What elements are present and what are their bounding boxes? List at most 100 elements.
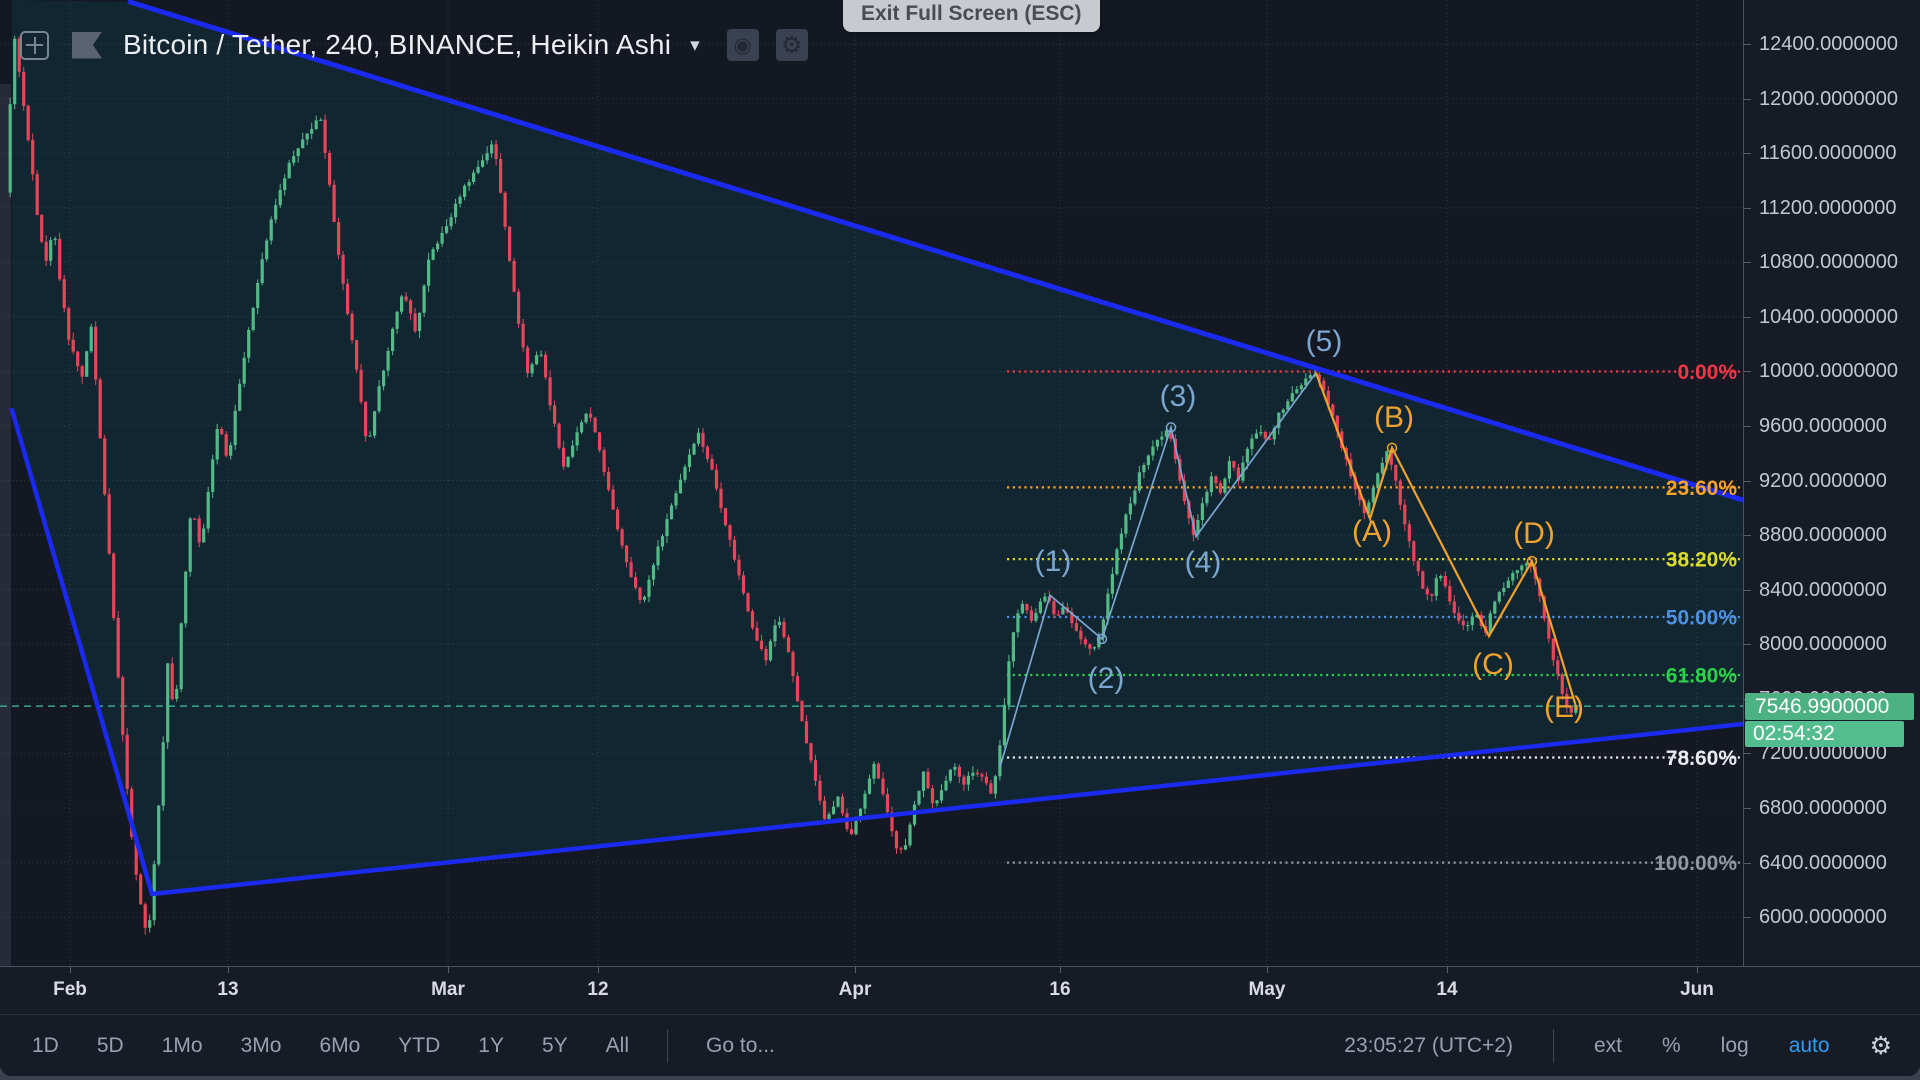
hide-indicator-eye-button[interactable]: ◉ bbox=[726, 29, 759, 61]
time-tick-label: Mar bbox=[431, 979, 465, 1000]
price-tick-label: 10800.0000000 bbox=[1759, 251, 1899, 273]
time-tickmark bbox=[70, 967, 71, 973]
svg-text:23.60%: 23.60% bbox=[1666, 477, 1738, 500]
svg-text:38.20%: 38.20% bbox=[1666, 549, 1738, 572]
time-tick-label: May bbox=[1248, 979, 1286, 1000]
ext-scale-toggle[interactable]: ext bbox=[1593, 1034, 1622, 1057]
price-tickmark bbox=[1744, 535, 1751, 536]
elliott-impulse-wave[interactable]: (1) (2) (3) (4) (5) bbox=[999, 325, 1343, 768]
time-tickmark bbox=[1447, 967, 1448, 973]
price-tickmark bbox=[1744, 753, 1751, 754]
price-tick-label: 7200.0000000 bbox=[1759, 742, 1887, 764]
price-tickmark bbox=[1744, 317, 1751, 318]
time-tick-label: 14 bbox=[1436, 979, 1458, 1000]
price-tick-label: 9600.0000000 bbox=[1759, 415, 1887, 437]
trend-channel-fill bbox=[12, 0, 1743, 894]
time-tickmark bbox=[1060, 967, 1061, 973]
time-tickmark bbox=[1267, 967, 1268, 973]
range-button-5y[interactable]: 5Y bbox=[541, 1034, 568, 1057]
time-tick-label: 16 bbox=[1049, 979, 1071, 1000]
add-symbol-icon[interactable] bbox=[20, 30, 49, 60]
clock-timezone-button[interactable]: 23:05:27 (UTC+2) bbox=[1344, 1034, 1513, 1057]
price-tickmark bbox=[1744, 208, 1751, 209]
bottom-toolbar: 1D 5D 1Mo 3Mo 6Mo YTD 1Y 5Y All Go to... 23:05:27… bbox=[0, 1014, 1920, 1076]
wave-label-B: (B) bbox=[1374, 401, 1414, 434]
range-buttons: 1D 5D 1Mo 3Mo 6Mo YTD 1Y 5Y All Go to... bbox=[0, 1029, 775, 1063]
range-button-all[interactable]: All bbox=[605, 1034, 630, 1057]
price-tickmark bbox=[1744, 644, 1751, 645]
chart-plot[interactable]: (1) (2) (3) (4) (5) (A) (B) (C) (D) (E) 0.00% 23.60… bbox=[0, 0, 1743, 966]
price-tickmark bbox=[1744, 426, 1751, 427]
price-tick-label: 12000.0000000 bbox=[1759, 88, 1899, 110]
toolbar-separator bbox=[1552, 1029, 1554, 1063]
wave-label-E: (E) bbox=[1544, 691, 1584, 724]
symbol-title[interactable]: Bitcoin / Tether, 240, BINANCE, Heikin A… bbox=[123, 29, 672, 60]
price-axis[interactable]: 12400.0000000 12000.0000000 11600.0000000 1… bbox=[1743, 0, 1920, 966]
eye-icon: ◉ bbox=[733, 33, 752, 57]
range-button-ytd[interactable]: YTD bbox=[398, 1034, 441, 1057]
indicator-settings-button[interactable]: ⚙ bbox=[775, 29, 808, 61]
go-to-button[interactable]: Go to... bbox=[706, 1034, 775, 1057]
percent-scale-toggle[interactable]: % bbox=[1661, 1034, 1681, 1057]
price-tick-label: 11200.0000000 bbox=[1759, 197, 1897, 219]
range-button-5d[interactable]: 5D bbox=[96, 1034, 124, 1057]
svg-text:78.60%: 78.60% bbox=[1666, 747, 1738, 770]
trend-channel-lines[interactable] bbox=[9, 0, 1743, 897]
time-tick-label: 13 bbox=[217, 979, 239, 1000]
chart-canvas[interactable]: (1) (2) (3) (4) (5) (A) (B) (C) (D) (E) 0.00% 23.60… bbox=[0, 0, 1743, 966]
log-scale-toggle[interactable]: log bbox=[1720, 1034, 1749, 1057]
time-tickmark bbox=[228, 967, 229, 973]
toolbar-separator bbox=[667, 1029, 669, 1063]
wave-label-A: (A) bbox=[1352, 515, 1392, 548]
symbol-logo-icon bbox=[72, 31, 102, 59]
chart-header: Bitcoin / Tether, 240, BINANCE, Heikin A… bbox=[20, 29, 808, 61]
price-tick-label: 6000.0000000 bbox=[1759, 906, 1887, 928]
elliott-correction-wave[interactable]: (A) (B) (C) (D) (E) bbox=[1314, 372, 1584, 724]
price-tick-label: 9200.0000000 bbox=[1759, 470, 1887, 492]
range-button-1y[interactable]: 1Y bbox=[478, 1034, 504, 1057]
wave-label-1: (1) bbox=[1035, 545, 1072, 578]
time-tick-label: Feb bbox=[53, 979, 87, 1000]
price-tick-label: 8800.0000000 bbox=[1759, 524, 1887, 546]
auto-scale-toggle[interactable]: auto bbox=[1788, 1034, 1830, 1057]
price-tickmark bbox=[1744, 481, 1751, 482]
time-tickmark bbox=[855, 967, 856, 973]
chart-settings-gear-button[interactable]: ⚙ bbox=[1869, 1032, 1892, 1060]
price-tick-label: 6400.0000000 bbox=[1759, 852, 1887, 874]
time-tickmark bbox=[448, 967, 449, 973]
svg-text:100.00%: 100.00% bbox=[1654, 852, 1737, 875]
time-axis[interactable]: Feb 13 Mar 12 Apr 16 May 14 Jun bbox=[0, 966, 1920, 1014]
last-price-label: 7546.9900000 bbox=[1745, 693, 1914, 720]
chart-left-gutter bbox=[0, 84, 11, 966]
price-tick-label: 8000.0000000 bbox=[1759, 633, 1887, 655]
price-tick-label: 10400.0000000 bbox=[1759, 306, 1899, 328]
wave-label-3: (3) bbox=[1160, 380, 1197, 413]
price-tick-label: 10000.0000000 bbox=[1759, 360, 1899, 382]
exit-fullscreen-tooltip: Exit Full Screen (ESC) bbox=[843, 0, 1100, 32]
wave-label-4: (4) bbox=[1185, 546, 1222, 579]
gear-icon: ⚙ bbox=[780, 31, 803, 59]
range-button-6mo[interactable]: 6Mo bbox=[319, 1034, 361, 1057]
range-button-1mo[interactable]: 1Mo bbox=[161, 1034, 203, 1057]
price-tick-label: 8400.0000000 bbox=[1759, 579, 1887, 601]
bar-countdown-label: 02:54:32 bbox=[1745, 721, 1904, 747]
fib-retracement-lines bbox=[1007, 370, 1743, 864]
price-tickmark bbox=[1744, 917, 1751, 918]
svg-text:61.80%: 61.80% bbox=[1666, 665, 1738, 688]
range-button-3mo[interactable]: 3Mo bbox=[240, 1034, 282, 1057]
time-tickmark bbox=[598, 967, 599, 973]
time-tick-label: Jun bbox=[1680, 979, 1714, 1000]
price-tick-label: 12400.0000000 bbox=[1759, 33, 1899, 55]
wave-label-5: (5) bbox=[1306, 325, 1343, 358]
chevron-down-icon[interactable]: ▾ bbox=[690, 34, 700, 56]
price-tickmark bbox=[1744, 99, 1751, 100]
time-tick-label: 12 bbox=[587, 979, 609, 1000]
wave-label-2: (2) bbox=[1088, 662, 1125, 695]
time-tickmark bbox=[1697, 967, 1698, 973]
range-button-1d[interactable]: 1D bbox=[32, 1034, 59, 1057]
scale-controls: 23:05:27 (UTC+2) ext% log auto ⚙ bbox=[1344, 1029, 1892, 1063]
wave-label-C: (C) bbox=[1472, 648, 1514, 681]
time-tick-label: Apr bbox=[838, 979, 872, 1000]
price-tick-label: 11600.0000000 bbox=[1759, 142, 1897, 164]
